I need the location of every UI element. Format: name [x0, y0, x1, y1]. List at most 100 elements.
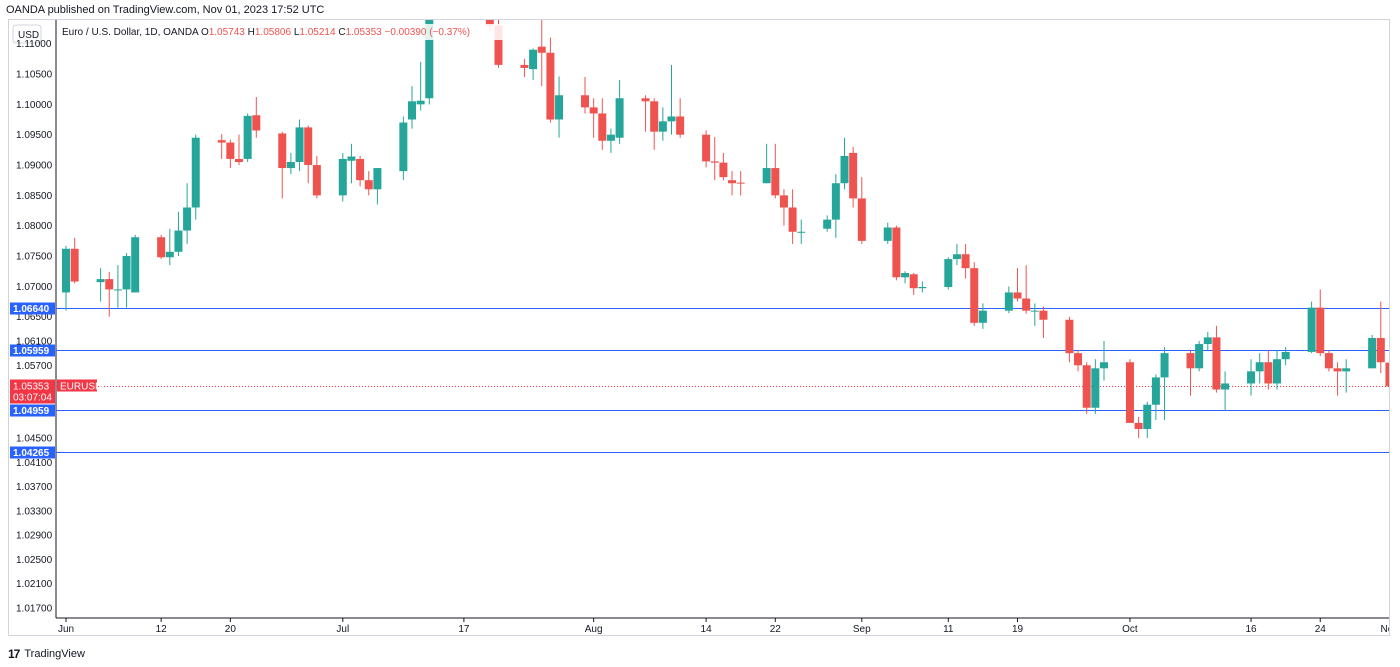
y-tick-label: 1.02100: [16, 579, 53, 590]
current-price-label-bg: [10, 379, 55, 404]
legend-bg: [59, 24, 504, 40]
candle-body: [96, 279, 105, 283]
candle-body: [840, 155, 849, 184]
x-tick-label: 19: [1012, 624, 1024, 635]
candle-body: [520, 64, 529, 68]
y-tick-label: 1.07000: [16, 282, 53, 293]
tradingview-logo-icon: 17: [8, 647, 20, 661]
candle-body: [70, 248, 79, 282]
candle-body: [589, 107, 598, 114]
candle-body: [425, 20, 434, 99]
candle-body: [1307, 307, 1316, 352]
candle-body: [537, 46, 546, 53]
candle-body: [235, 158, 243, 162]
candle-body: [485, 20, 494, 26]
candle-body: [183, 207, 192, 231]
y-tick-label: 1.06100: [16, 337, 53, 348]
candle-body: [1264, 362, 1273, 384]
legend-high-label: H: [248, 27, 255, 38]
candle-body: [978, 310, 987, 323]
y-tick-label: 1.03700: [16, 482, 53, 493]
candle-body: [1186, 353, 1195, 369]
level-label: 1.04959: [13, 406, 50, 417]
chart-legend: Euro / U.S. Dollar, 1D, OANDA O1.05743 H…: [59, 24, 504, 40]
candle-body: [581, 95, 589, 108]
candle-body: [347, 156, 356, 161]
x-tick-label: Nov: [1381, 624, 1389, 635]
candle-body: [226, 142, 235, 159]
candle-body: [762, 168, 771, 184]
candle-body: [883, 227, 892, 241]
candle-body: [546, 52, 555, 120]
candle-body: [641, 98, 650, 102]
candle-body: [598, 113, 607, 141]
candle-body: [779, 195, 788, 208]
candle-body: [312, 165, 321, 196]
x-tick-label: Oct: [1122, 624, 1138, 635]
candle-body: [1203, 337, 1212, 345]
candle-body: [356, 158, 365, 181]
legend-open-label: O: [201, 27, 209, 38]
candle-body: [174, 230, 183, 252]
legend-symbol: Euro / U.S. Dollar, 1D, OANDA: [62, 27, 201, 38]
horizontal-lines[interactable]: [56, 308, 1389, 453]
candle-body: [1030, 310, 1039, 312]
candle-body: [1333, 368, 1342, 372]
candle-body: [1151, 377, 1160, 405]
y-tick-label: 1.01700: [16, 604, 53, 615]
candle-body: [157, 237, 166, 258]
candle-body: [1143, 404, 1152, 429]
x-tick-label: 12: [156, 624, 168, 635]
current-price-value: 1.05353: [13, 382, 50, 393]
time-axis[interactable]: Jun 12 20 Jul 17 Aug 14 22 Sep 11 19 Oct 16 24 Nov: [58, 618, 1389, 635]
y-tick-label: 1.06500: [16, 312, 53, 323]
candle-body: [676, 116, 685, 135]
candle-body: [1039, 310, 1048, 320]
candle-body: [944, 259, 953, 287]
x-tick-label: Aug: [585, 624, 603, 635]
candle-body: [961, 254, 970, 269]
chart-frame[interactable]: USD 1.11000 1.10500 1.10000 1.09500 1.09000 1.…: [8, 19, 1390, 636]
candle-body: [373, 168, 382, 190]
current-price-countdown: 03:07:04: [13, 393, 52, 404]
candle-body: [797, 231, 806, 233]
y-tick-label: 1.02500: [16, 555, 53, 566]
candle-body: [1082, 365, 1091, 408]
candle-body: [191, 137, 200, 208]
candle-body: [650, 101, 659, 132]
level-label-bg: [10, 446, 55, 459]
candle-body: [217, 140, 226, 143]
currency-badge[interactable]: [12, 24, 42, 44]
level-label-bg: [10, 344, 55, 357]
candle-body: [736, 182, 745, 184]
x-tick-label: Jul: [336, 624, 349, 635]
candle-body: [1125, 362, 1134, 423]
level-label: 1.06640: [13, 304, 50, 315]
x-tick-label: 16: [1245, 624, 1257, 635]
candle-body: [165, 251, 174, 258]
candle-body: [728, 180, 737, 184]
legend-low: 1.05214: [299, 27, 338, 38]
legend-close: 1.05353: [346, 27, 385, 38]
candle-body: [892, 227, 901, 278]
x-tick-label: 24: [1315, 624, 1327, 635]
candle-body: [823, 219, 832, 229]
candle-body: [113, 289, 122, 291]
candle-body: [1091, 368, 1100, 408]
candle-body: [719, 162, 728, 178]
y-tick-label: 1.03300: [16, 506, 53, 517]
candle-body: [1316, 307, 1325, 354]
y-tick-label: 1.10500: [16, 70, 53, 81]
candle-body: [1022, 298, 1031, 311]
y-tick-label: 1.07500: [16, 252, 53, 263]
candle-body: [408, 101, 416, 120]
candle-body: [1368, 337, 1377, 369]
candle-body: [702, 134, 711, 162]
candle-body: [304, 127, 313, 166]
candle-body: [62, 248, 70, 293]
candle-body: [1013, 292, 1022, 299]
tradingview-brand[interactable]: 17 TradingView: [8, 647, 85, 661]
candle-body: [1273, 359, 1281, 384]
